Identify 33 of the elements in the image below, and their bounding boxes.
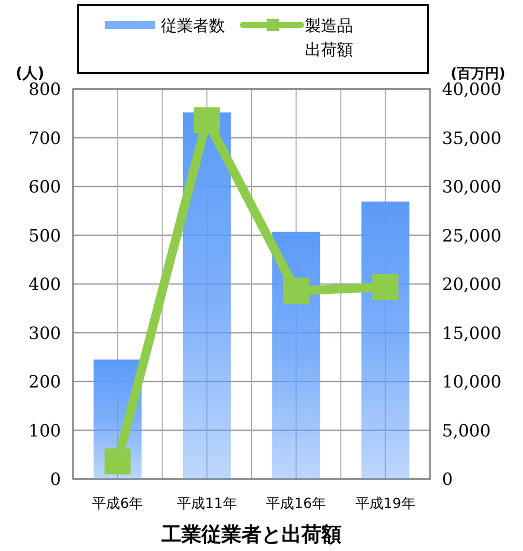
y2-tick-label: 20,000	[442, 275, 502, 295]
y-tick-label: 100	[28, 421, 61, 442]
text: 工業従業者と出荷額	[160, 522, 342, 546]
x-tick-label: 平成16年	[266, 496, 326, 512]
y2-tick-label: 30,000	[442, 178, 502, 198]
y-tick-label: 0	[50, 470, 61, 490]
x-tick-label: 平成6年	[92, 496, 144, 512]
y2-axis-title: (百万円)	[450, 66, 506, 82]
y-axis-title: (人)	[16, 64, 44, 82]
y2-tick-label: 35,000	[442, 128, 502, 149]
point	[283, 278, 310, 304]
point	[194, 107, 220, 134]
y-tick-label: 200	[28, 372, 61, 392]
y-tick-label: 600	[28, 178, 61, 198]
legend-label: 製造品出荷額	[305, 16, 353, 59]
y-tick-label: 300	[28, 324, 61, 344]
legend-label: 従業者数	[161, 16, 225, 35]
y-tick-label: 500	[28, 226, 61, 246]
y2-tick-label: 10,000	[442, 372, 502, 392]
y2-tick-label: 40,000	[442, 80, 502, 100]
point	[372, 274, 398, 300]
y2-tick-label: 0	[442, 470, 453, 490]
y2-tick-label: 25,000	[442, 226, 502, 246]
y-tick-label: 400	[28, 275, 61, 295]
y2-tick-label: 15,000	[442, 324, 502, 344]
x-tick-label: 平成19年	[355, 496, 416, 512]
bar	[182, 112, 231, 479]
y-tick-label: 800	[28, 80, 61, 100]
point	[104, 448, 131, 474]
y-tick-label: 700	[28, 128, 61, 149]
x-tick-label: 平成11年	[176, 496, 237, 512]
y2-tick-label: 5,000	[442, 421, 491, 442]
bar	[361, 202, 410, 479]
